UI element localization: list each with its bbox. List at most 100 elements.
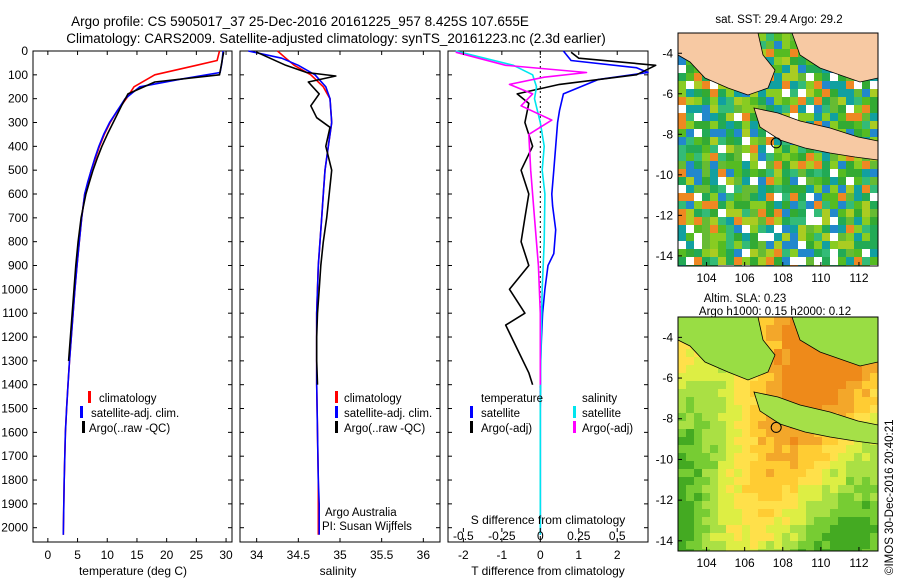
map-grid-cell bbox=[822, 225, 830, 233]
map-grid-cell bbox=[734, 517, 742, 525]
map-grid-cell bbox=[686, 501, 694, 509]
map-grid-cell bbox=[702, 233, 710, 241]
map-grid-cell bbox=[814, 89, 822, 97]
map-grid-cell bbox=[830, 381, 838, 389]
map-grid-cell bbox=[782, 177, 790, 185]
map-grid-cell bbox=[798, 437, 806, 445]
map-grid-cell bbox=[726, 517, 734, 525]
map-grid-cell bbox=[774, 185, 782, 193]
map-grid-cell bbox=[702, 97, 710, 105]
map-grid-cell bbox=[710, 105, 718, 113]
map-grid-cell bbox=[686, 397, 694, 405]
map-grid-cell bbox=[742, 129, 750, 137]
map-grid-cell bbox=[702, 217, 710, 225]
map-grid-cell bbox=[718, 249, 726, 257]
map-grid-cell bbox=[686, 161, 694, 169]
map-grid-cell bbox=[862, 389, 870, 397]
map-grid-cell bbox=[830, 469, 838, 477]
map-grid-cell bbox=[838, 541, 846, 549]
map-grid-cell bbox=[854, 249, 862, 257]
map-grid-cell bbox=[686, 493, 694, 501]
map-grid-cell bbox=[750, 217, 758, 225]
map-grid-cell bbox=[854, 113, 862, 121]
map-grid-cell bbox=[766, 517, 774, 525]
map-grid-cell bbox=[838, 485, 846, 493]
map-grid-cell bbox=[758, 177, 766, 185]
map-grid-cell bbox=[870, 225, 878, 233]
map-grid-cell bbox=[678, 73, 686, 81]
map-grid-cell bbox=[758, 421, 766, 429]
map-grid-cell bbox=[798, 453, 806, 461]
map-grid-cell bbox=[822, 437, 830, 445]
map-grid-cell bbox=[694, 81, 702, 89]
map-grid-cell bbox=[862, 365, 870, 373]
map-grid-cell bbox=[726, 233, 734, 241]
map-grid-cell bbox=[854, 201, 862, 209]
map-grid-cell bbox=[854, 121, 862, 129]
map-grid-cell bbox=[678, 113, 686, 121]
map-grid-cell bbox=[798, 209, 806, 217]
map-grid-cell bbox=[798, 469, 806, 477]
y-tick-label: 300 bbox=[8, 116, 28, 130]
map-grid-cell bbox=[838, 549, 846, 551]
map-grid-cell bbox=[782, 105, 790, 113]
map-grid-cell bbox=[702, 389, 710, 397]
map-grid-cell bbox=[734, 89, 742, 97]
map-grid-cell bbox=[718, 517, 726, 525]
map-grid-cell bbox=[710, 201, 718, 209]
map-x-tick-label: 110 bbox=[811, 556, 830, 570]
map-grid-cell bbox=[686, 477, 694, 485]
map-grid-cell bbox=[854, 397, 862, 405]
map-grid-cell bbox=[814, 469, 822, 477]
map-grid-cell bbox=[686, 349, 694, 357]
map-grid-cell bbox=[742, 193, 750, 201]
map-grid-cell bbox=[814, 193, 822, 201]
map-grid-cell bbox=[726, 193, 734, 201]
map-grid-cell bbox=[814, 241, 822, 249]
map-grid-cell bbox=[822, 461, 830, 469]
map-grid-cell bbox=[742, 517, 750, 525]
map-grid-cell bbox=[678, 153, 686, 161]
map-grid-cell bbox=[694, 177, 702, 185]
map-grid-cell bbox=[798, 429, 806, 437]
map-grid-cell bbox=[782, 185, 790, 193]
map-grid-cell bbox=[678, 249, 686, 257]
s-tick-label: 0.5 bbox=[609, 529, 626, 543]
map-grid-cell bbox=[830, 153, 838, 161]
map-grid-cell bbox=[710, 469, 718, 477]
y-tick-label: 900 bbox=[8, 259, 28, 273]
x-tick-label: 2 bbox=[614, 548, 621, 562]
map-grid-cell bbox=[678, 437, 686, 445]
map-grid-cell bbox=[710, 381, 718, 389]
map-grid-cell bbox=[798, 485, 806, 493]
map-grid-cell bbox=[846, 517, 854, 525]
map-grid-cell bbox=[838, 357, 846, 365]
map-grid-cell bbox=[702, 145, 710, 153]
map-grid-cell bbox=[726, 257, 734, 265]
map-grid-cell bbox=[766, 153, 774, 161]
map-grid-cell bbox=[726, 129, 734, 137]
map-grid-cell bbox=[766, 493, 774, 501]
map-grid-cell bbox=[846, 525, 854, 533]
map-grid-cell bbox=[782, 541, 790, 549]
map-grid-cell bbox=[782, 145, 790, 153]
map-grid-cell bbox=[758, 485, 766, 493]
map-grid-cell bbox=[694, 121, 702, 129]
map-grid-cell bbox=[790, 373, 798, 381]
map-grid-cell bbox=[766, 41, 774, 49]
legend-swatch-s-argo bbox=[573, 421, 576, 433]
map-grid-cell bbox=[766, 169, 774, 177]
map-grid-cell bbox=[822, 365, 830, 373]
map-grid-cell bbox=[830, 405, 838, 413]
map-grid-cell bbox=[846, 541, 854, 549]
map-grid-cell bbox=[678, 397, 686, 405]
map-grid-cell bbox=[766, 445, 774, 453]
map-grid-cell bbox=[822, 209, 830, 217]
x-tick-label: -2 bbox=[458, 548, 469, 562]
map-grid-cell bbox=[846, 241, 854, 249]
map-grid-cell bbox=[750, 493, 758, 501]
map-grid-cell bbox=[838, 389, 846, 397]
map-grid-cell bbox=[678, 381, 686, 389]
map-grid-cell bbox=[694, 97, 702, 105]
map-grid-cell bbox=[758, 533, 766, 541]
